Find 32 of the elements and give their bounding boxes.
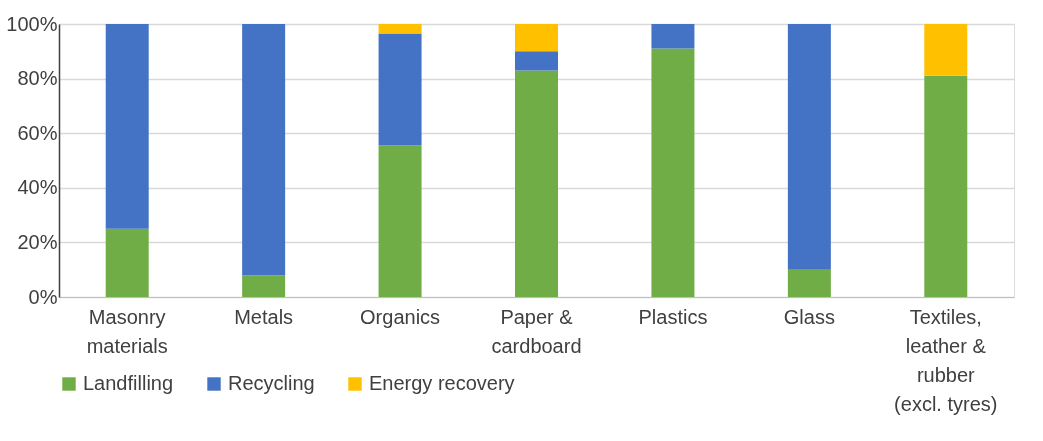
bar — [378, 33, 422, 146]
bar — [242, 24, 286, 276]
bar — [515, 24, 558, 52]
bar — [787, 24, 831, 270]
bar — [105, 228, 149, 297]
x-tick-label: Organics — [360, 305, 441, 328]
bar — [924, 24, 968, 76]
y-tick-label: 100% — [6, 12, 58, 35]
legend-label: Energy recovery — [369, 372, 515, 394]
y-tick-label: 0% — [28, 285, 58, 308]
legend-label: Recycling — [228, 372, 315, 394]
y-tick-label: 60% — [17, 121, 58, 144]
x-tick-label: Masonry materials — [86, 305, 168, 357]
x-tick-label: Plastics — [638, 305, 708, 328]
bar — [515, 51, 558, 71]
x-tick-label: Textiles, leather & rubber (excl. tyres) — [894, 305, 998, 415]
bar — [651, 48, 695, 297]
bar — [787, 269, 831, 297]
bar — [515, 70, 558, 297]
x-tick-label: Glass — [783, 305, 835, 328]
bar — [378, 24, 422, 34]
y-tick-label: 40% — [17, 176, 58, 199]
bar — [242, 275, 286, 297]
bar — [651, 24, 695, 49]
x-tick-label: Metals — [234, 305, 294, 328]
bar — [924, 75, 968, 297]
y-tick-label: 20% — [17, 230, 58, 253]
bar — [105, 24, 149, 229]
legend-label: Landfilling — [83, 372, 174, 394]
y-tick-label: 80% — [17, 67, 58, 90]
bar — [378, 145, 422, 297]
x-tick-label: Paper & cardboard — [491, 305, 582, 357]
